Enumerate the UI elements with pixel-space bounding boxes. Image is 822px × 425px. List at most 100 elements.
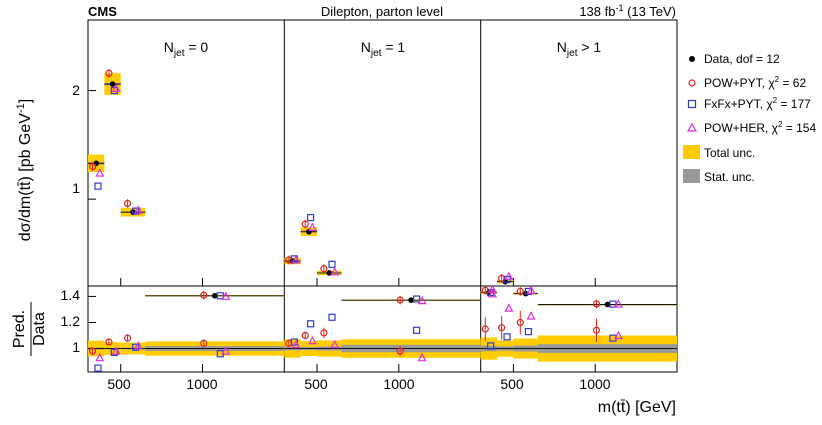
uncertainty-bands	[88, 73, 677, 362]
ratio-ytick-1-4: 1.4	[61, 287, 81, 303]
legend-swatch-stat-unc	[683, 169, 700, 183]
main-frame	[87, 19, 678, 287]
legend-marker-powpyt	[688, 79, 696, 87]
y-axis-label-ratio-den: Data	[31, 312, 48, 346]
panel-label-njet2-base: N	[557, 39, 567, 55]
panel-label-njet2-sub: jet	[566, 48, 578, 59]
powher-point-bin-11	[613, 299, 623, 308]
main-ytick-1: 1	[72, 180, 80, 196]
chart-title: Dilepton, parton level	[321, 4, 443, 19]
ratio-fxfx-point-bin-9	[503, 333, 511, 341]
legend-label-powpyt: POW+PYT, χ2 = 62	[704, 75, 806, 90]
panel-label-njet0: Njet = 0	[164, 39, 209, 59]
legend-marker-data	[689, 56, 695, 62]
powher-point-bin-1	[111, 83, 121, 93]
ratio-frame	[87, 285, 678, 373]
ratio-fxfx-point-bin-8	[487, 342, 495, 350]
fxfx-point-bin-0	[94, 182, 102, 190]
data-marks	[88, 68, 677, 372]
data-point-bin-0	[93, 160, 99, 167]
legend-swatch-total-unc	[683, 145, 700, 159]
ratio-powher-point-bin-4	[291, 339, 301, 349]
ratio-powher-point-bin-9	[504, 303, 514, 312]
powher-point-bin-8	[487, 284, 497, 293]
xtick-p2-1000: 1000	[579, 376, 610, 392]
ratio-fxfx-point-bin-5	[307, 320, 315, 328]
legend-label-total-unc: Total unc.	[704, 146, 755, 160]
fxfx-point-bin-10	[524, 287, 532, 296]
powher-point-bin-10	[526, 285, 536, 294]
y-axis-label-main-text: dσ/dm(tt̄) [pb GeV	[17, 113, 34, 241]
xtick-p1-1000: 1000	[383, 376, 414, 392]
tick-marks	[88, 90, 596, 372]
lumi-main: 138 fb	[579, 4, 615, 19]
x-axis-label: m(tt̄) [GeV]	[598, 399, 676, 416]
legend-label-powher-text: POW+HER, χ	[704, 121, 779, 135]
lumi-tail: (13 TeV)	[623, 4, 676, 19]
fxfx-point-bin-3	[216, 292, 224, 300]
xtick-p0-500: 500	[107, 376, 131, 392]
legend-label-powher-sup: 2	[778, 120, 783, 129]
data-point-bin-7	[408, 297, 414, 303]
ratio-powher-point-bin-2	[133, 341, 143, 350]
panel-label-njet2: Njet > 1	[557, 39, 602, 59]
legend-label-stat-unc: Stat. unc.	[704, 170, 755, 184]
xtick-p0-1000: 1000	[186, 376, 217, 392]
powher-point-bin-4	[291, 255, 301, 264]
powher-point-bin-9	[504, 271, 514, 280]
panel-label-njet1: Njet = 1	[361, 39, 406, 59]
powher-point-bin-6	[330, 267, 340, 276]
fxfx-point-bin-5	[307, 214, 315, 222]
legend-label-fxfx-sup: 2	[773, 96, 778, 105]
ratio-fxfx-point-bin-7	[412, 326, 421, 334]
data-point-bin-6	[326, 270, 333, 276]
ratio-powher-point-bin-8	[487, 289, 497, 298]
panel-label-njet1-tail: = 1	[381, 39, 405, 55]
ratio-ytick-1-2: 1.2	[61, 313, 81, 329]
legend-marker-powher	[686, 122, 698, 132]
ratio-fxfx-point-bin-1	[110, 348, 118, 357]
legend-label-powpyt-sup: 2	[775, 75, 780, 84]
powher-point-bin-0	[95, 168, 105, 177]
panel-label-njet0-base: N	[164, 39, 174, 55]
ratio-powher-point-bin-3	[221, 346, 231, 355]
legend-label-powher: POW+HER, χ2 = 154	[704, 120, 816, 135]
panel-label-njet1-base: N	[361, 39, 371, 55]
xtick-p2-500: 500	[500, 376, 524, 392]
main-ytick-2: 2	[72, 82, 80, 98]
data-point-bin-11	[604, 301, 611, 308]
ratio-powpyt-point-bin-1	[105, 338, 113, 346]
panel-label-njet1-sub: jet	[370, 48, 382, 59]
lumi-sup: -1	[615, 3, 623, 13]
y-axis-label-ratio-num: Pred.	[11, 310, 28, 348]
legend-label-data: Data, dof = 12	[704, 52, 780, 66]
fxfx-point-bin-6	[328, 260, 336, 268]
panel-label-njet2-tail: > 1	[577, 39, 601, 55]
powher-point-bin-2	[133, 205, 143, 214]
powher-point-bin-3	[221, 291, 231, 300]
data-point-bin-1	[109, 81, 116, 87]
lumi-label: 138 fb-1 (13 TeV)	[579, 3, 676, 19]
ratio-powher-point-bin-1	[111, 346, 121, 355]
panel-frames	[87, 19, 678, 373]
fxfx-point-bin-7	[412, 295, 421, 303]
y-axis-label-main-tail: ]	[17, 99, 34, 103]
ratio-fxfx-point-bin-0	[94, 364, 102, 372]
data-point-bin-3	[211, 292, 218, 299]
powher-point-bin-5	[307, 222, 317, 231]
legend: Data, dof = 12 POW+PYT, χ2 = 62 FxFx+PYT…	[683, 52, 816, 184]
panel-label-njet0-sub: jet	[173, 48, 185, 59]
ratio-fxfx-point-bin-2	[132, 343, 140, 351]
legend-label-fxfx: FxFx+PYT, χ2 = 177	[704, 96, 811, 111]
ratio-fxfx-point-bin-10	[524, 328, 532, 336]
legend-label-fxfx-text: FxFx+PYT, χ	[704, 97, 773, 111]
ratio-ytick-1: 1	[72, 339, 80, 355]
ratio-powher-point-bin-5	[307, 335, 317, 345]
legend-marker-fxfx	[687, 99, 697, 109]
y-axis-label-main: dσ/dm(tt̄) [pb GeV-1]	[15, 99, 34, 241]
xtick-p1-500: 500	[304, 376, 328, 392]
ratio-powher-point-bin-10	[526, 311, 536, 320]
ratio-powher-point-bin-11	[613, 330, 623, 340]
legend-label-powpyt-text: POW+PYT, χ	[704, 76, 775, 90]
